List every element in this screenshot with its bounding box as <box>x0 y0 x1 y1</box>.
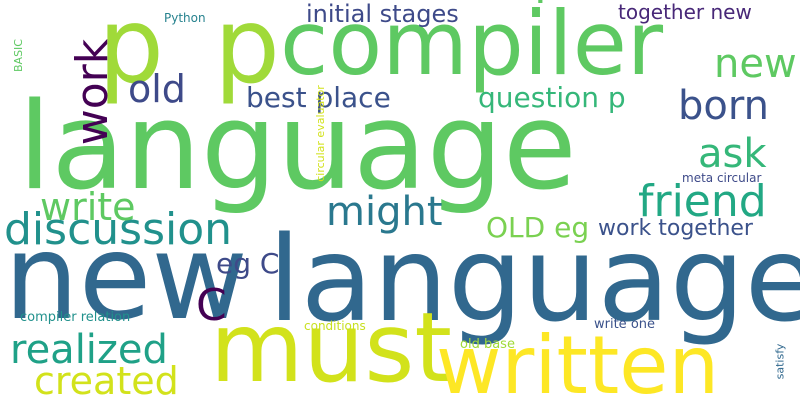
word-conditions: conditions <box>304 319 366 333</box>
word-language-bottom: language <box>268 210 800 348</box>
word-old-base: old base <box>460 337 515 352</box>
word-question-p: question p <box>478 81 626 114</box>
word-write: write <box>40 185 136 229</box>
word-born: born <box>678 83 769 129</box>
word-satisfy: satisfy <box>773 343 787 380</box>
word-discussion: discussion <box>4 204 233 255</box>
word-work-together: work together <box>598 216 753 241</box>
word-friend: friend <box>638 176 767 227</box>
word-new: new <box>4 208 248 346</box>
word-compiler: compiler <box>280 0 664 95</box>
word-python: Python <box>164 11 206 25</box>
word-realized: realized <box>10 327 168 373</box>
word-eg-C: eg C <box>216 247 280 280</box>
word-might: might <box>326 189 443 235</box>
word-C: C <box>196 280 227 331</box>
word-circular-evaluator: circular evaluator <box>313 85 327 182</box>
word-p-2: p <box>214 0 281 107</box>
word-created: created <box>34 359 179 400</box>
word-initial-stages: initial stages <box>306 0 459 28</box>
word-work: work <box>67 38 119 146</box>
word-BASIC: BASIC <box>11 39 25 72</box>
word-language-top: language <box>18 78 577 217</box>
word-meta-circular: meta circular <box>682 171 762 185</box>
word-written: written <box>436 319 720 400</box>
word-p-1: p <box>98 0 165 107</box>
word-compiler-relation: compiler relation <box>20 310 131 325</box>
word-write-one: write one <box>594 317 656 332</box>
word-old: old <box>128 67 186 111</box>
word-ask: ask <box>698 131 767 177</box>
word-best-place: best place <box>246 81 391 114</box>
word-together-new: together new <box>618 0 752 24</box>
word-OLD-eg: OLD eg <box>486 211 590 244</box>
word-dot: . <box>534 0 547 10</box>
word-must: must <box>210 292 453 400</box>
word-new-right: new <box>714 41 797 87</box>
